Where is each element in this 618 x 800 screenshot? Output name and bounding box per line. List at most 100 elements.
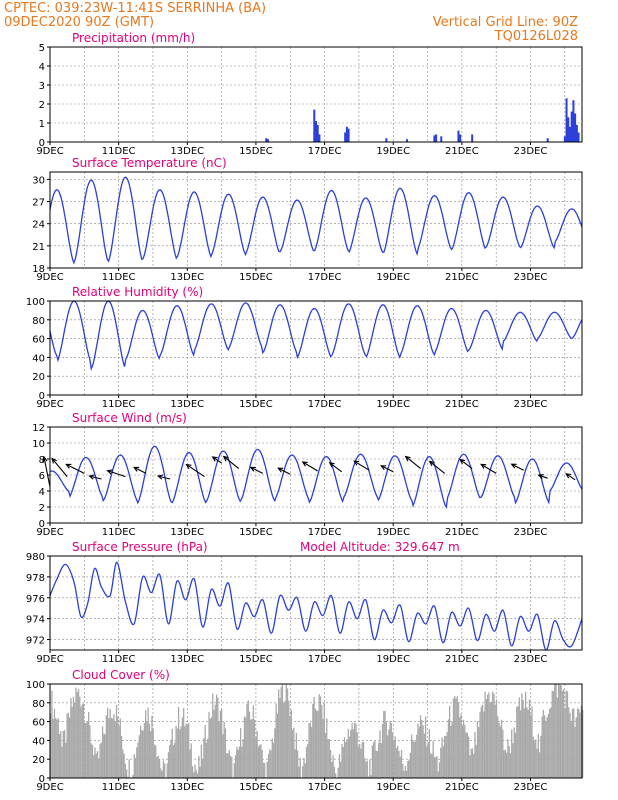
cloud-bar [176,728,178,778]
cloud-bar [378,742,380,778]
cloud-bar [571,708,574,778]
cloud-bar [340,761,342,778]
cloud-bar [85,723,87,778]
cloud-bar [322,718,324,778]
cloud-bar [170,739,172,778]
x-tick-label: 9DEC [36,272,63,283]
y-tick-label: 0 [39,138,45,149]
cloud-bar [411,734,413,778]
wind-arrow [157,475,171,480]
cloud-bar [362,741,365,778]
y-tick-label: 6 [39,471,45,482]
wind-arrowhead [353,460,360,466]
cloud-bar [523,708,526,778]
cloud-bar [475,745,477,778]
cloud-bar [473,753,475,778]
x-tick-label: 17DEC [308,527,342,538]
cloud-bar [386,735,389,778]
cloud-bar [141,730,143,778]
cloud-bar [525,691,527,778]
cloud-bar [436,756,438,778]
cloud-bar [459,717,461,778]
cloud-bar [207,738,209,778]
cloud-bar [164,763,166,778]
cloud-bar [355,723,357,778]
cloud-bar [105,715,108,778]
precip-bar [435,134,438,142]
precip-bar [459,134,462,142]
model-id: TQ0126L028 [494,29,578,44]
cloud-bar [113,713,115,778]
cloud-bar [179,729,181,778]
cloud-bar [532,736,534,778]
wind-arrowhead [480,463,487,469]
x-tick-label: 21DEC [445,272,479,283]
y-tick-label: 10 [32,439,45,450]
panel-4: 0 2 4 6 8 10 12 9DEC 11DEC 13DEC 15DEC 17DEC 19DEC 21… [32,411,583,538]
x-tick-label: 17DEC [308,399,342,410]
panel-frame [49,555,583,651]
cloud-bar [499,726,501,778]
cloud-bar [466,733,469,778]
panel-title: Relative Humidity (%) [72,285,203,299]
cloud-bar [243,716,246,778]
cloud-bar [79,696,81,778]
cloud-bar [190,743,192,778]
cloud-bar [414,741,417,778]
cloud-bar [62,730,64,778]
cloud-bar [199,766,201,778]
cloud-bar [281,684,284,778]
wind-arrow [186,464,205,478]
cloud-bar [485,699,488,778]
cloud-bar [91,744,94,778]
y-tick-label: 1 [39,119,45,130]
series-line [49,176,583,265]
cloud-bar [212,693,214,778]
cloud-bar [421,719,423,778]
wind-arrows [42,455,576,488]
cloud-bar [478,727,480,778]
precip-bar [572,100,575,142]
cloud-bar [95,753,97,778]
wind-arrow [107,470,126,478]
y-tick-label: 3 [39,81,45,92]
cloud-bar [328,739,330,778]
cloud-bar [321,704,323,778]
cloud-bar [70,698,72,778]
x-tick-label: 17DEC [308,146,342,157]
cloud-bar [186,724,189,778]
cloud-bar [348,736,351,778]
wind-arrow [429,460,446,474]
panel-1: 0 1 2 3 4 5 9DEC 11DEC 13DEC 15DEC 17DEC 19DEC 21DEC… [36,31,583,157]
cloud-bar [200,744,203,778]
cloud-bar [185,723,187,778]
cloud-bar [203,738,205,778]
cloud-bar [521,693,523,778]
cloud-bar [156,757,158,778]
cloud-bar [280,687,282,778]
wind-arrow [302,461,318,472]
cloud-bar [288,700,290,778]
cloud-bar [294,749,296,778]
vertical-grid-note: Vertical Grid Line: 90Z [432,15,578,30]
cloud-bar [540,735,542,778]
cloud-bar [266,761,268,778]
x-tick-label: 11DEC [102,527,136,538]
cloud-bar [570,721,572,778]
cloud-bar [432,740,434,778]
cloud-bar [69,717,71,778]
panel-frame [49,683,583,779]
cloud-bar [123,753,125,778]
cloud-bar [419,715,422,778]
cloud-bar [537,733,539,778]
cloud-bar [450,725,452,778]
x-tick-label: 21DEC [445,146,479,157]
cloud-bar [498,722,500,778]
cloud-bar [210,717,213,778]
cloud-bar [445,736,447,778]
cloud-bar [329,749,332,778]
panel-frame [49,46,583,143]
wind-arrow [480,463,497,474]
y-tick-label: 8 [39,455,45,466]
cloud-bar [392,732,394,778]
